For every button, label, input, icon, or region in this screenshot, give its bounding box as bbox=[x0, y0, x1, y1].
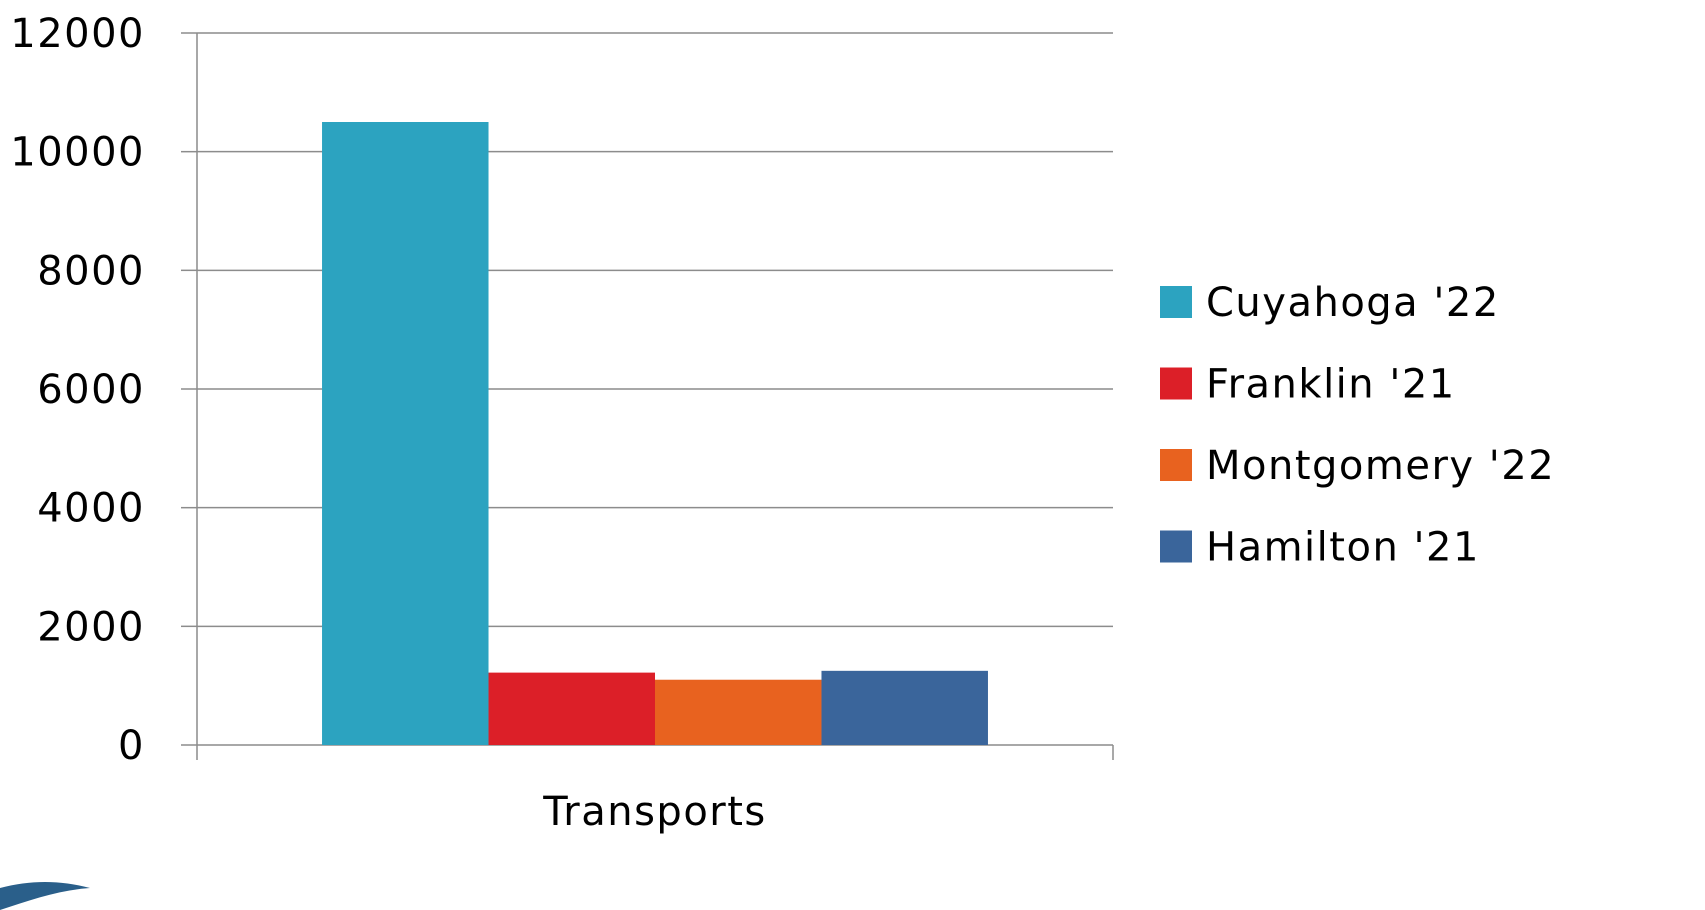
bar-cuyahoga-22 bbox=[322, 122, 489, 745]
legend-label: Montgomery '22 bbox=[1206, 443, 1555, 489]
legend-swatch bbox=[1160, 449, 1192, 481]
y-tick-label: 12000 bbox=[10, 11, 145, 57]
bar-hamilton-21 bbox=[821, 670, 988, 745]
y-tick-label: 6000 bbox=[37, 367, 145, 413]
y-tick-label: 8000 bbox=[37, 248, 145, 294]
bar-franklin-21 bbox=[488, 672, 655, 745]
legend-swatch bbox=[1160, 286, 1192, 318]
y-tick-label: 4000 bbox=[37, 486, 145, 532]
legend: Cuyahoga '22 Franklin '21 Montgomery '22 Ha… bbox=[1160, 280, 1555, 571]
y-tick-label: 2000 bbox=[37, 604, 145, 650]
legend-label: Cuyahoga '22 bbox=[1206, 280, 1500, 326]
corner-swoosh-decoration bbox=[0, 882, 90, 910]
y-tick-label: 10000 bbox=[10, 130, 145, 176]
bars bbox=[322, 122, 988, 745]
bar-montgomery-22 bbox=[655, 679, 822, 745]
axis-labels: 0 2000 4000 6000 8000 10000 12000 Transports bbox=[10, 11, 767, 835]
legend-swatch bbox=[1160, 367, 1192, 400]
legend-label: Hamilton '21 bbox=[1206, 525, 1480, 571]
y-tick-label: 0 bbox=[118, 723, 145, 769]
axes bbox=[181, 32, 1114, 760]
legend-label: Franklin '21 bbox=[1206, 362, 1456, 408]
x-category-label: Transports bbox=[542, 789, 767, 835]
legend-swatch bbox=[1160, 530, 1192, 563]
